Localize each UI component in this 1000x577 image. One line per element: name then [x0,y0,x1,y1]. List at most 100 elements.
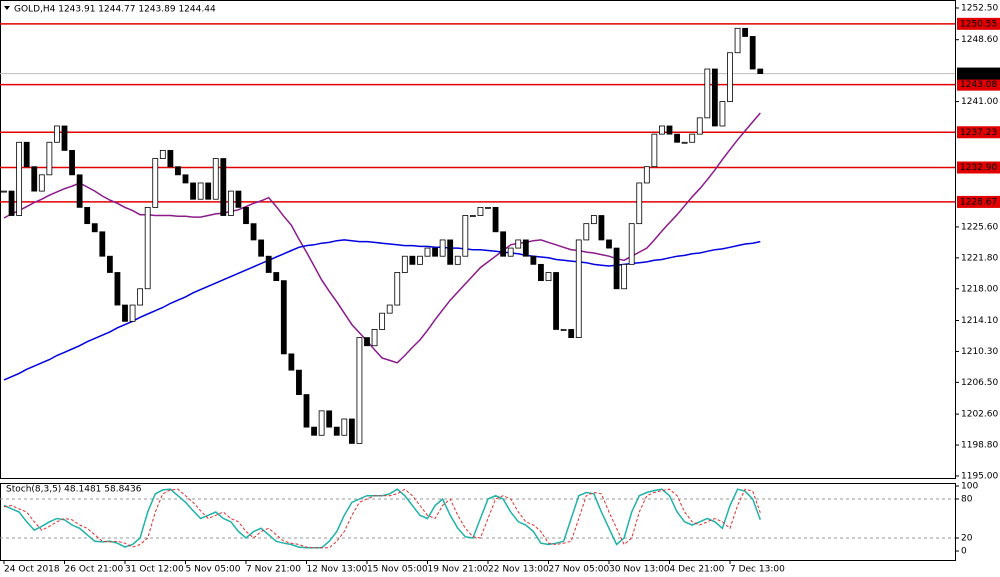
level-tag [957,126,1000,139]
candle [628,223,635,265]
candle [598,215,605,241]
candle [454,255,461,265]
candle [386,304,393,314]
level-label: 1228.67 [960,197,997,207]
candle [417,255,423,265]
candle [530,255,537,265]
candle [507,247,514,257]
candle [122,304,128,322]
candle [220,158,227,216]
candle [606,239,612,249]
candle [575,239,582,339]
x-tick-label: 26 Oct 21:00 [65,565,124,575]
candle [681,141,688,144]
level-label: 1243.08 [960,80,997,90]
candle [23,141,30,168]
candle [106,255,113,273]
candle [696,117,703,135]
candle [432,247,438,257]
level-label: 1237.23 [960,128,997,138]
candle [258,239,265,257]
y-tick-label: 1252.50 [961,3,998,13]
candle [742,27,749,37]
candle [296,369,302,395]
candle [515,239,522,249]
y-tick-label: 80 [961,494,973,504]
candle [61,125,68,151]
x-tick-label: 31 Oct 12:00 [125,565,184,575]
candle [394,272,401,306]
candle [197,182,204,200]
x-tick-label: 24 Oct 2018 [4,565,60,575]
candle [666,125,673,135]
level-tag [957,161,1000,174]
candle [613,247,620,290]
candle [333,426,340,436]
candle [8,190,15,216]
y-tick-label: 1214.10 [961,316,998,326]
menu-arrow [4,6,10,10]
candle [280,280,287,355]
y-tick-label: 1218.00 [961,284,998,294]
candle [318,410,325,436]
candle [356,337,363,444]
current-price-label: 1244.44 [960,69,997,79]
x-tick-label: 12 Nov 13:00 [307,565,368,575]
level-label: 1232.90 [960,163,997,173]
y-tick-label: 1198.80 [961,441,998,451]
x-tick-label: 22 Nov 13:00 [488,565,549,575]
candle [364,337,370,347]
candle [469,215,476,217]
y-tick-label: 1241.00 [961,97,998,107]
candle [401,255,408,273]
candle [643,166,650,184]
candle [152,158,159,208]
candle [46,141,53,176]
chart-title: GOLD,H4 1243.91 1244.77 1243.89 1244.44 [14,5,216,15]
candle [447,239,454,265]
y-tick-label: 0 [961,547,967,557]
level-tag [957,195,1000,208]
candle [568,329,575,339]
candle [711,68,718,127]
level-label: 1250.55 [960,19,997,29]
candle [235,190,242,208]
candle [590,215,597,225]
candle [341,418,348,436]
candle [76,174,83,208]
candle [167,150,174,168]
candle [311,426,317,436]
y-tick-label: 1210.30 [961,347,998,357]
candle [492,206,499,233]
x-tick-label: 30 Nov 13:00 [609,565,670,575]
candle [159,150,166,159]
x-tick-label: 27 Nov 05:00 [549,565,610,575]
x-tick-label: 4 Dec 21:00 [670,565,725,575]
candle [99,231,106,257]
candle [84,206,91,225]
candle [303,394,310,428]
candle [621,263,628,290]
candle [477,206,484,216]
candle [379,312,386,330]
candle [704,68,711,119]
candle [144,206,151,290]
candle [91,223,98,233]
candle [1,190,7,193]
x-tick-label: 5 Nov 05:00 [186,565,241,575]
candle [190,182,196,200]
candle [553,272,559,330]
candle [182,174,189,184]
y-tick-label: 20 [961,534,973,544]
candle [16,141,23,216]
candle [636,182,643,225]
candle [265,255,272,273]
candle [500,231,507,257]
candle [114,272,121,306]
candle [175,166,181,176]
candle [137,288,144,306]
y-tick-label: 100 [961,481,978,491]
y-tick-label: 1206.50 [961,378,998,388]
y-tick-label: 1195.00 [961,471,998,481]
